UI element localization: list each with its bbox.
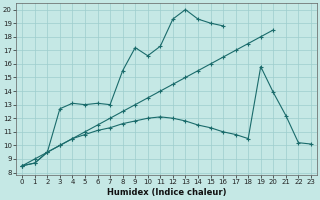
X-axis label: Humidex (Indice chaleur): Humidex (Indice chaleur) — [107, 188, 226, 197]
